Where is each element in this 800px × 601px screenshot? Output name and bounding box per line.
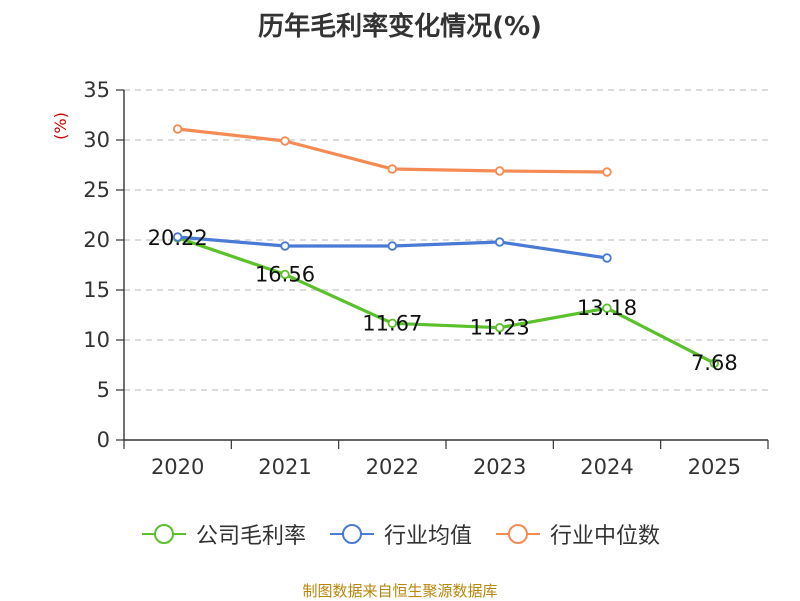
x-tick-label: 2024: [580, 455, 633, 479]
data-label: 20.22: [148, 226, 208, 250]
legend-item-company[interactable]: 公司毛利率: [140, 518, 306, 550]
legend-line-circle-icon: [329, 524, 374, 544]
y-tick-label: 20: [83, 228, 110, 252]
series-line: [177, 236, 716, 365]
data-label: 11.23: [470, 316, 530, 340]
data-point[interactable]: [602, 253, 612, 263]
data-point[interactable]: [280, 241, 290, 251]
data-label: 13.18: [577, 296, 637, 320]
data-point[interactable]: [494, 237, 505, 247]
x-tick-label: 2020: [151, 455, 204, 479]
data-point[interactable]: [494, 323, 505, 333]
series-lines: [172, 124, 720, 368]
data-point[interactable]: [494, 166, 505, 176]
data-label: 11.67: [362, 311, 422, 335]
y-tick-label: 5: [97, 378, 110, 402]
data-labels: 20.22 16.56 11.67 11.23 13.18 7.68: [148, 226, 738, 375]
legend-label: 行业均值: [383, 524, 472, 549]
y-tick-label: 0: [97, 428, 110, 452]
legend-item-industry-median[interactable]: 行业中位数: [494, 518, 660, 550]
legend: 公司毛利率 行业均值 行业中位数: [0, 518, 800, 550]
data-point[interactable]: [387, 318, 398, 328]
chart-title: 历年毛利率变化情况(%): [258, 12, 542, 42]
y-tick-label: 15: [83, 278, 110, 302]
legend-label: 行业中位数: [550, 524, 661, 549]
x-tick-label: 2025: [688, 455, 741, 479]
y-tick-label: 30: [83, 128, 110, 152]
y-tick-label: 35: [83, 78, 110, 102]
data-point[interactable]: [602, 167, 612, 177]
x-tick-label: 2022: [366, 455, 419, 479]
data-point[interactable]: [602, 303, 612, 313]
data-point[interactable]: [280, 269, 290, 280]
grid-lines: [124, 89, 768, 391]
x-tick-label: 2021: [258, 455, 311, 479]
y-tick-label: 10: [83, 328, 110, 352]
data-point[interactable]: [709, 358, 720, 368]
data-label: 7.68: [691, 351, 738, 375]
legend-label: 公司毛利率: [195, 524, 306, 549]
data-point[interactable]: [172, 232, 183, 242]
y-tick-label: 25: [83, 178, 110, 202]
y-axis-label: (%): [51, 112, 70, 140]
data-label: 16.56: [255, 262, 315, 286]
x-tick-label: 2023: [473, 455, 526, 479]
legend-item-industry-mean[interactable]: 行业均值: [328, 518, 472, 550]
legend-line-circle-icon: [496, 524, 540, 544]
legend-line-circle-icon: [141, 524, 186, 544]
data-point[interactable]: [387, 241, 398, 251]
data-point[interactable]: [280, 136, 290, 146]
data-point[interactable]: [172, 124, 183, 134]
data-point[interactable]: [387, 164, 398, 174]
source-note: 制图数据来自恒生聚源数据库: [302, 582, 498, 600]
